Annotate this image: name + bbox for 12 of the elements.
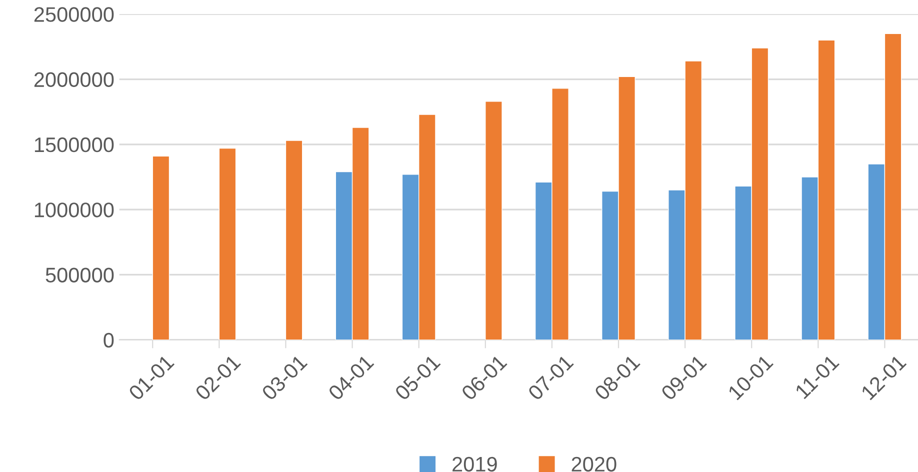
bar bbox=[485, 101, 502, 340]
y-tick-label: 2500000 bbox=[34, 7, 114, 22]
y-tick-label: 1000000 bbox=[34, 202, 114, 218]
y-tick-label: 0 bbox=[104, 332, 114, 348]
bar bbox=[218, 148, 236, 340]
bar bbox=[285, 140, 303, 340]
legend-label: 2020 bbox=[572, 456, 616, 472]
legend-label: 2019 bbox=[452, 456, 497, 472]
y-tick-label: 500000 bbox=[46, 268, 114, 282]
bar bbox=[152, 156, 170, 340]
y-tick-label: 2000000 bbox=[34, 72, 114, 88]
y-tick-label: 1500000 bbox=[34, 137, 114, 152]
